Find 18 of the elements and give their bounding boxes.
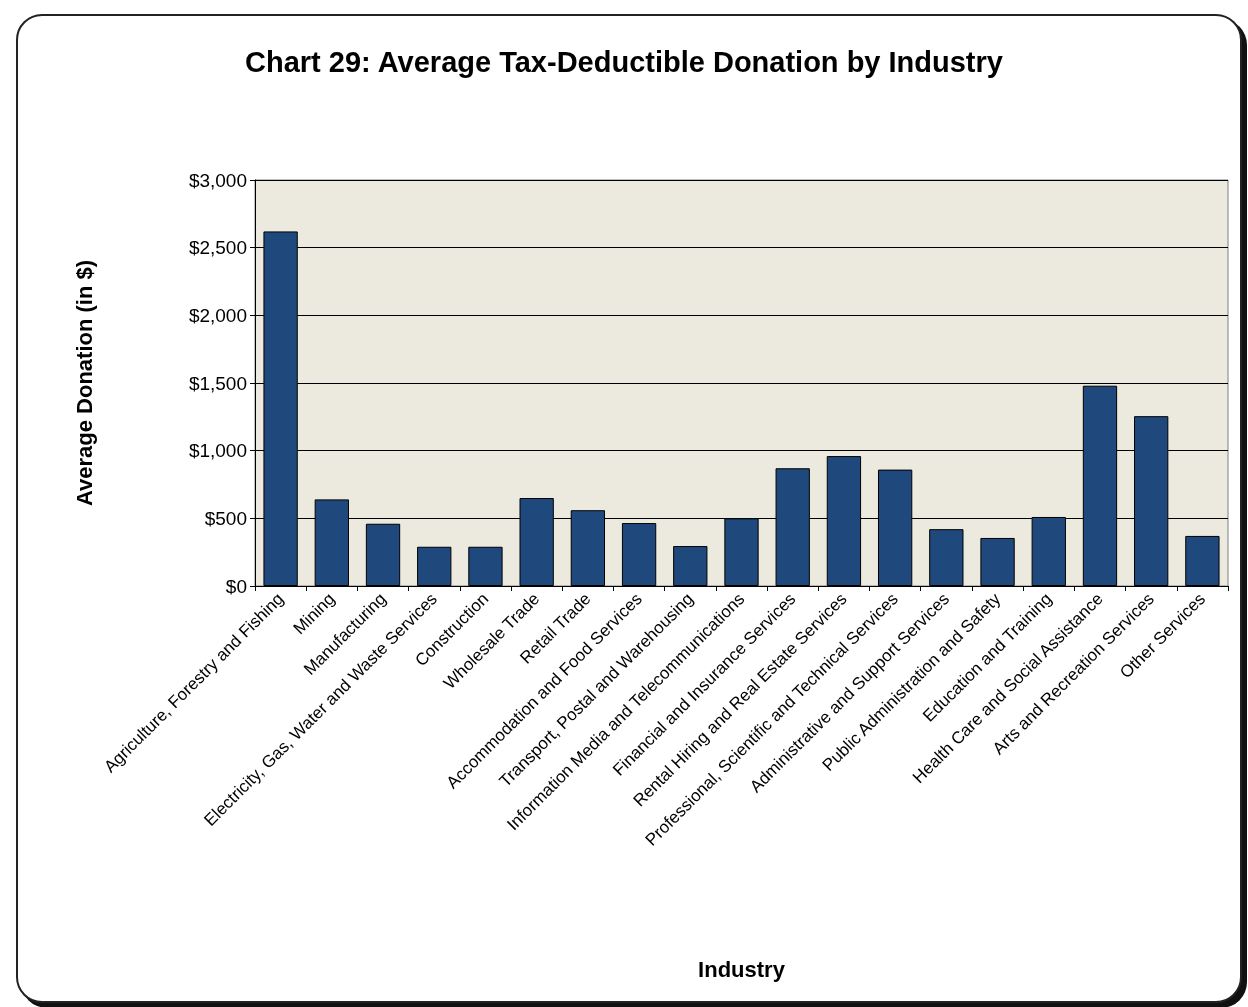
y-tick-label: $1,000 — [188, 440, 247, 462]
bar — [673, 546, 708, 586]
y-tick-label: $2,000 — [188, 304, 247, 326]
bar — [929, 529, 964, 586]
y-tick-label: $1,500 — [188, 372, 247, 394]
bar — [621, 523, 657, 586]
x-axis-title: Industry — [698, 956, 786, 982]
bar — [468, 546, 503, 586]
bar — [1185, 535, 1220, 586]
y-tick-label: $3,000 — [188, 169, 247, 191]
chart-title: Chart 29: Average Tax-Deductible Donation by Industry — [245, 45, 1003, 78]
bar — [417, 546, 452, 586]
bar — [980, 537, 1015, 586]
bar — [365, 523, 401, 586]
y-tick-label: $500 — [204, 507, 247, 529]
y-tick-label: $2,500 — [188, 237, 247, 259]
y-tick-label: $0 — [225, 575, 247, 597]
y-axis-title: Average Donation (in $) — [71, 259, 97, 507]
